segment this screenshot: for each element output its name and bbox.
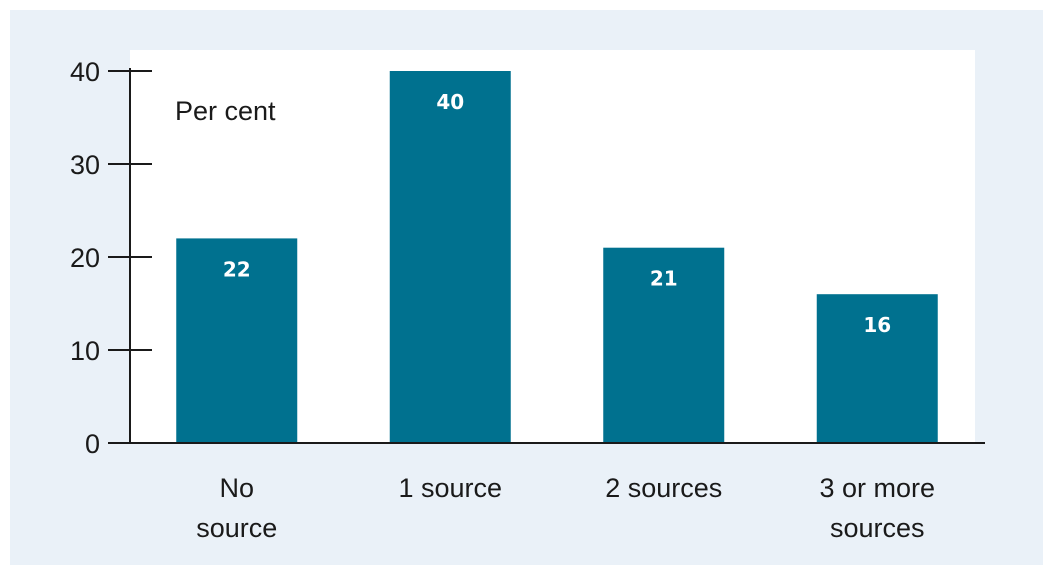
y-tick-label-4: 40: [70, 57, 100, 87]
category-label-1-0: 1 source: [398, 473, 502, 503]
bar-1: [389, 71, 511, 443]
y-tick-label-1: 10: [70, 336, 100, 366]
data-label-0: 22: [223, 257, 251, 281]
y-tick-label-0: 0: [85, 429, 100, 459]
category-label-3-0: 3 or more: [819, 473, 935, 503]
bar-0: [176, 238, 298, 443]
category-label-0-1: source: [196, 513, 277, 543]
category-label-3-1: sources: [830, 513, 925, 543]
data-label-2: 21: [650, 267, 678, 291]
bar-2: [603, 247, 725, 443]
y-tick-label-3: 30: [70, 150, 100, 180]
data-label-1: 40: [436, 90, 464, 114]
y-tick-label-2: 20: [70, 243, 100, 273]
category-label-0-0: No: [219, 473, 254, 503]
data-label-3: 16: [863, 313, 891, 337]
bar-3: [816, 294, 938, 443]
category-label-2-0: 2 sources: [605, 473, 722, 503]
y-unit-label: Per cent: [175, 96, 276, 126]
